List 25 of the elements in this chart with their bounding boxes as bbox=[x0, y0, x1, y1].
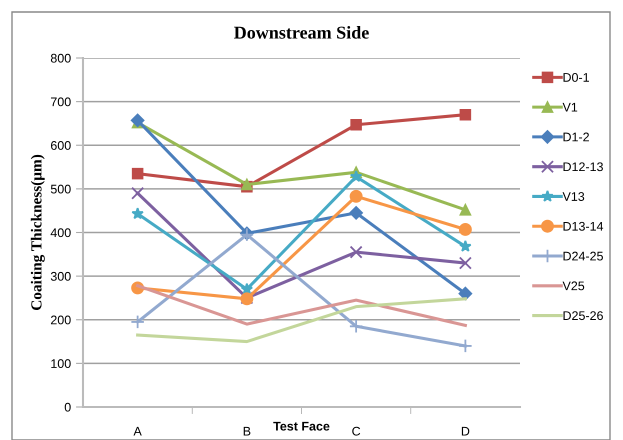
legend-label: D24-25 bbox=[564, 252, 603, 261]
y-tick-label: 500 bbox=[50, 184, 71, 194]
legend-label: V13 bbox=[562, 192, 584, 201]
y-tick-label: 100 bbox=[51, 359, 71, 368]
y-tick-label: 600 bbox=[50, 141, 71, 150]
legend-label: V25 bbox=[562, 281, 584, 290]
chart-title: Downstream Side bbox=[234, 26, 369, 39]
y-tick-label: 400 bbox=[50, 228, 71, 238]
legend-label: D1-2 bbox=[564, 132, 589, 142]
y-tick-label: 300 bbox=[50, 272, 71, 281]
legend-label: D12-13 bbox=[564, 162, 603, 172]
legend-label: D25-26 bbox=[564, 311, 603, 320]
y-tick-label: 700 bbox=[50, 97, 71, 106]
x-axis-title: Test Face bbox=[273, 422, 330, 431]
y-axis-title: Coaiting Thickness(μm) bbox=[30, 154, 45, 310]
legend-label: V1 bbox=[562, 102, 578, 112]
x-tick-label: C bbox=[352, 426, 360, 436]
y-tick-label: 200 bbox=[50, 316, 71, 324]
legend-label: D13-14 bbox=[564, 222, 604, 231]
y-tick-label: 0 bbox=[64, 402, 71, 412]
y-tick-label: 800 bbox=[50, 54, 71, 63]
x-tick-label: B bbox=[244, 426, 250, 436]
x-tick-label: A bbox=[133, 426, 142, 436]
x-tick-label: D bbox=[462, 426, 470, 436]
legend-label: D0-1 bbox=[564, 72, 589, 82]
